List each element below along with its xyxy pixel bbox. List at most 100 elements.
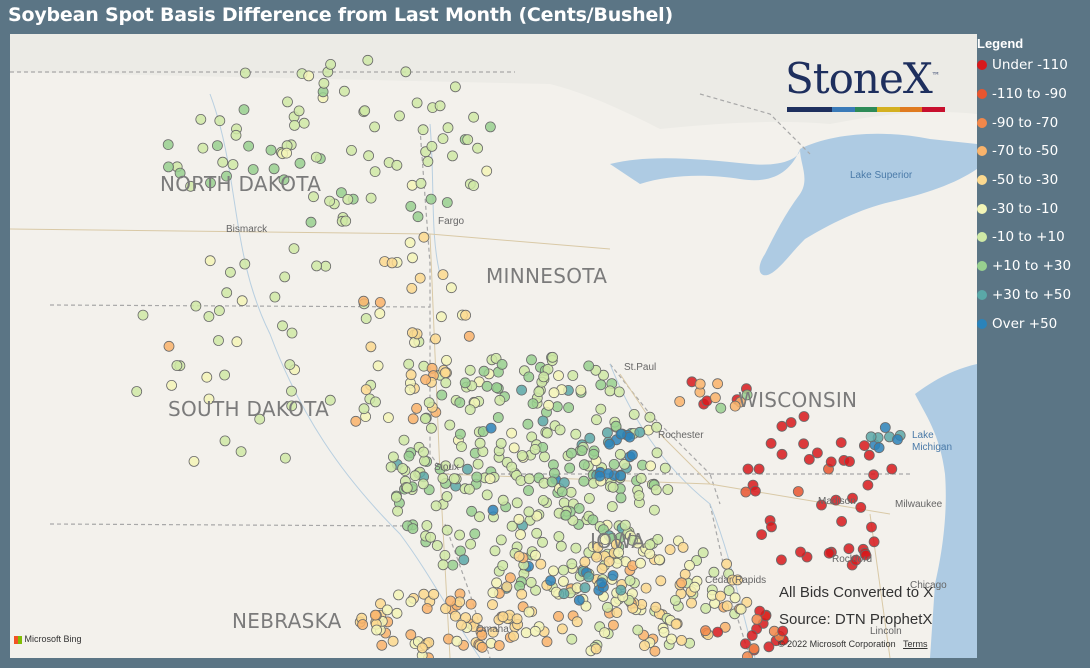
basis-point[interactable] [697,547,709,559]
basis-point[interactable] [635,557,646,569]
basis-point[interactable] [596,577,608,589]
basis-point[interactable] [664,544,676,555]
basis-point[interactable] [868,536,880,548]
basis-point[interactable] [649,645,661,657]
basis-point[interactable] [777,625,789,637]
basis-point[interactable] [406,179,418,191]
basis-point[interactable] [269,291,281,303]
basis-point[interactable] [268,163,280,175]
basis-point[interactable] [487,599,498,610]
basis-point[interactable] [599,534,611,545]
basis-point[interactable] [689,581,701,593]
basis-point[interactable] [387,635,399,647]
basis-point[interactable] [748,643,760,655]
basis-point[interactable] [418,231,430,243]
basis-point[interactable] [445,282,457,294]
basis-point[interactable] [423,397,435,409]
basis-point[interactable] [526,431,538,443]
basis-point[interactable] [592,541,604,553]
basis-point[interactable] [369,121,381,133]
basis-point[interactable] [516,450,528,461]
basis-point[interactable] [497,611,509,623]
basis-point[interactable] [865,431,877,443]
basis-point[interactable] [525,577,537,588]
basis-point[interactable] [224,266,236,278]
basis-point[interactable] [523,606,535,618]
basis-point[interactable] [447,559,459,571]
basis-point[interactable] [195,114,207,125]
basis-point[interactable] [506,520,518,532]
basis-point[interactable] [203,311,215,322]
basis-point[interactable] [750,485,761,497]
basis-point[interactable] [430,500,442,512]
basis-point[interactable] [495,534,507,546]
basis-point[interactable] [487,626,499,638]
basis-point[interactable] [553,370,564,382]
basis-point[interactable] [563,402,574,414]
basis-point[interactable] [545,575,556,586]
basis-point[interactable] [185,180,197,192]
basis-point[interactable] [420,374,432,386]
basis-point[interactable] [454,529,466,541]
basis-point[interactable] [428,588,440,600]
map-canvas[interactable]: NORTH DAKOTA SOUTH DAKOTA MINNESOTA WISC… [10,34,977,658]
basis-point[interactable] [235,446,247,458]
basis-point[interactable] [557,623,568,635]
basis-point[interactable] [578,459,590,471]
basis-point[interactable] [639,640,650,651]
basis-point[interactable] [515,529,526,540]
basis-point[interactable] [541,636,553,648]
basis-point[interactable] [535,558,547,570]
basis-point[interactable] [282,96,293,108]
basis-point[interactable] [860,549,872,561]
basis-point[interactable] [565,486,577,498]
basis-point[interactable] [265,144,277,156]
basis-point[interactable] [607,481,619,493]
basis-point[interactable] [369,609,381,621]
basis-point[interactable] [658,626,670,638]
basis-point[interactable] [358,403,370,415]
basis-point[interactable] [421,520,433,531]
basis-point[interactable] [425,531,437,543]
legend-item[interactable]: -70 to -50 [977,137,1090,166]
basis-point[interactable] [776,554,787,566]
basis-point[interactable] [553,531,565,542]
basis-point[interactable] [463,483,475,495]
basis-point[interactable] [437,472,449,484]
basis-point[interactable] [558,564,569,576]
basis-point[interactable] [710,392,721,404]
basis-point[interactable] [654,554,665,566]
basis-point[interactable] [816,499,827,511]
basis-point[interactable] [742,463,754,475]
basis-point[interactable] [651,447,663,459]
basis-point[interactable] [546,476,558,488]
basis-point[interactable] [434,100,446,112]
basis-point[interactable] [611,607,623,618]
basis-point[interactable] [308,191,319,203]
basis-point[interactable] [441,197,453,208]
basis-point[interactable] [590,643,602,655]
basis-point[interactable] [649,504,660,516]
basis-point[interactable] [516,588,528,600]
legend-item[interactable]: Under -110 [977,51,1090,80]
basis-point[interactable] [843,543,855,555]
basis-point[interactable] [418,446,429,458]
basis-point[interactable] [537,536,548,548]
basis-point[interactable] [624,575,636,586]
basis-point[interactable] [469,528,481,540]
basis-point[interactable] [560,509,572,521]
basis-point[interactable] [645,460,656,472]
basis-point[interactable] [163,161,174,173]
basis-point[interactable] [471,471,483,483]
basis-point[interactable] [511,613,523,625]
basis-point[interactable] [684,560,695,571]
basis-point[interactable] [277,320,288,332]
basis-point[interactable] [219,435,231,447]
basis-point[interactable] [397,463,409,474]
basis-point[interactable] [548,565,559,577]
basis-point[interactable] [441,354,452,366]
basis-point[interactable] [440,460,452,472]
legend-item[interactable]: Over +50 [977,309,1090,338]
basis-point[interactable] [213,305,225,317]
basis-point[interactable] [342,193,354,205]
